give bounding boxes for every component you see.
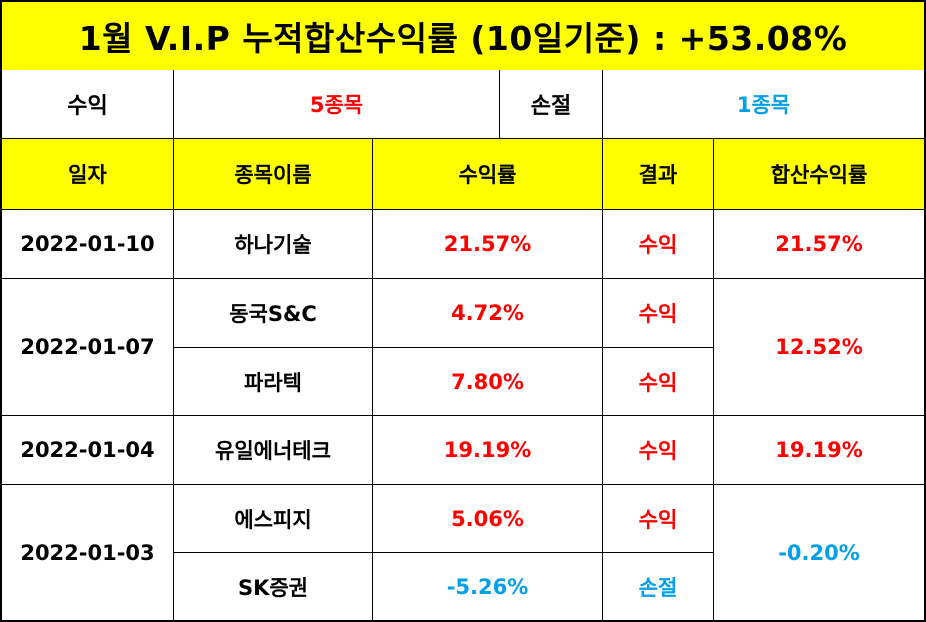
stock-result: 수익: [603, 279, 714, 348]
stock-name: 파라텍: [174, 348, 373, 416]
date-cell: 2022-01-03: [2, 485, 174, 620]
stock-name: 하나기술: [174, 210, 373, 279]
stock-rate: 19.19%: [373, 416, 603, 485]
stock-name: 에스피지: [174, 485, 373, 553]
stock-rate: 7.80%: [373, 348, 603, 416]
stock-name: SK증권: [174, 553, 373, 620]
profit-count: 5종목: [174, 70, 500, 139]
stock-rate: 21.57%: [373, 210, 603, 279]
stock-rate: 5.06%: [373, 485, 603, 553]
loss-count: 1종목: [603, 70, 924, 139]
combined-rate: -0.20%: [714, 485, 924, 620]
date-cell: 2022-01-10: [2, 210, 174, 279]
stock-result: 수익: [603, 485, 714, 553]
header-rate: 수익률: [373, 139, 603, 210]
combined-rate: 19.19%: [714, 416, 924, 485]
header-result: 결과: [603, 139, 714, 210]
header-combined-rate: 합산수익률: [714, 139, 924, 210]
combined-rate: 21.57%: [714, 210, 924, 279]
page-title: 1월 V.I.P 누적합산수익률 (10일기준) : +53.08%: [2, 2, 924, 71]
loss-label: 손절: [500, 70, 603, 139]
date-cell: 2022-01-07: [2, 279, 174, 416]
header-stock-name: 종목이름: [174, 139, 373, 210]
stock-rate: 4.72%: [373, 279, 603, 348]
stock-result: 손절: [603, 553, 714, 620]
header-date: 일자: [2, 139, 174, 210]
stock-result: 수익: [603, 416, 714, 485]
date-cell: 2022-01-04: [2, 416, 174, 485]
stock-name: 유일에너테크: [174, 416, 373, 485]
stock-result: 수익: [603, 348, 714, 416]
combined-rate: 12.52%: [714, 279, 924, 416]
stock-result: 수익: [603, 210, 714, 279]
stock-name: 동국S&C: [174, 279, 373, 348]
profit-label: 수익: [2, 70, 174, 139]
stock-rate: -5.26%: [373, 553, 603, 620]
